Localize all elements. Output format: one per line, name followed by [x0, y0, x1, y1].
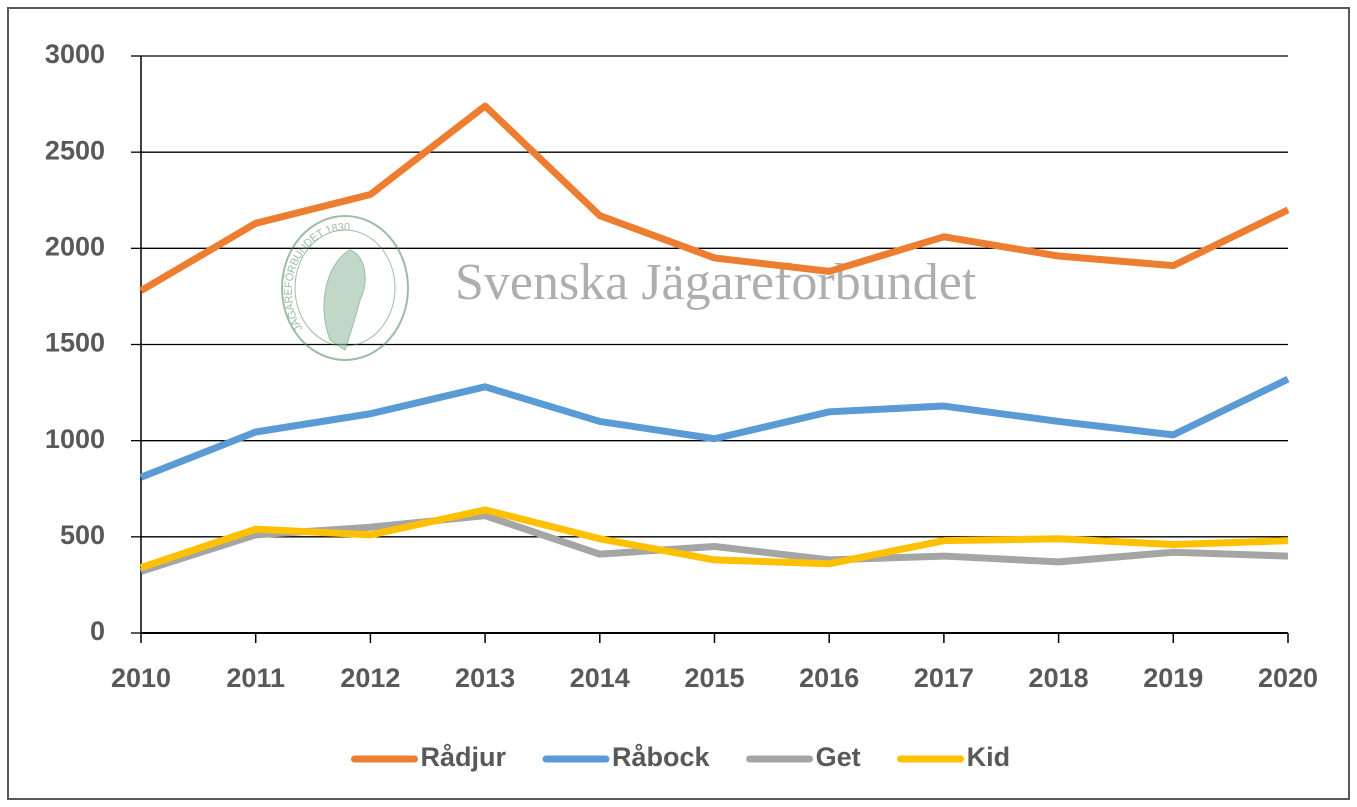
y-tick-label: 1000: [45, 424, 105, 454]
y-tick-label: 500: [60, 520, 105, 550]
x-tick-label: 2012: [340, 663, 400, 693]
x-tick-label: 2019: [1143, 663, 1203, 693]
legend-label: Rådjur: [421, 742, 507, 772]
x-tick-label: 2016: [799, 663, 859, 693]
x-tick-label: 2014: [570, 663, 630, 693]
y-tick-label: 2500: [45, 135, 105, 165]
chart-frame: [7, 7, 1350, 800]
x-tick-label: 2015: [684, 663, 744, 693]
y-tick-label: 1500: [45, 328, 105, 358]
x-tick-label: 2010: [111, 663, 171, 693]
legend-label: Råbock: [612, 742, 711, 772]
x-tick-label: 2017: [914, 663, 974, 693]
line-series: [139, 506, 1289, 571]
x-tick-label: 2011: [226, 663, 285, 693]
y-tick-label: 2000: [45, 231, 105, 261]
line-series: [139, 375, 1290, 481]
y-tick-label: 3000: [45, 39, 105, 69]
y-tick-label: 0: [90, 616, 105, 646]
watermark: Svenska Jägareförbundet: [455, 254, 977, 311]
x-tick-label: 2013: [455, 663, 515, 693]
line-series: [139, 102, 1290, 294]
x-tick-label: 2018: [1029, 663, 1089, 693]
logo-bird: [323, 249, 366, 351]
logo-ring: [281, 215, 409, 361]
x-tick-label: 2020: [1258, 663, 1318, 693]
legend-label: Get: [816, 742, 861, 772]
legend-label: Kid: [967, 742, 1011, 772]
